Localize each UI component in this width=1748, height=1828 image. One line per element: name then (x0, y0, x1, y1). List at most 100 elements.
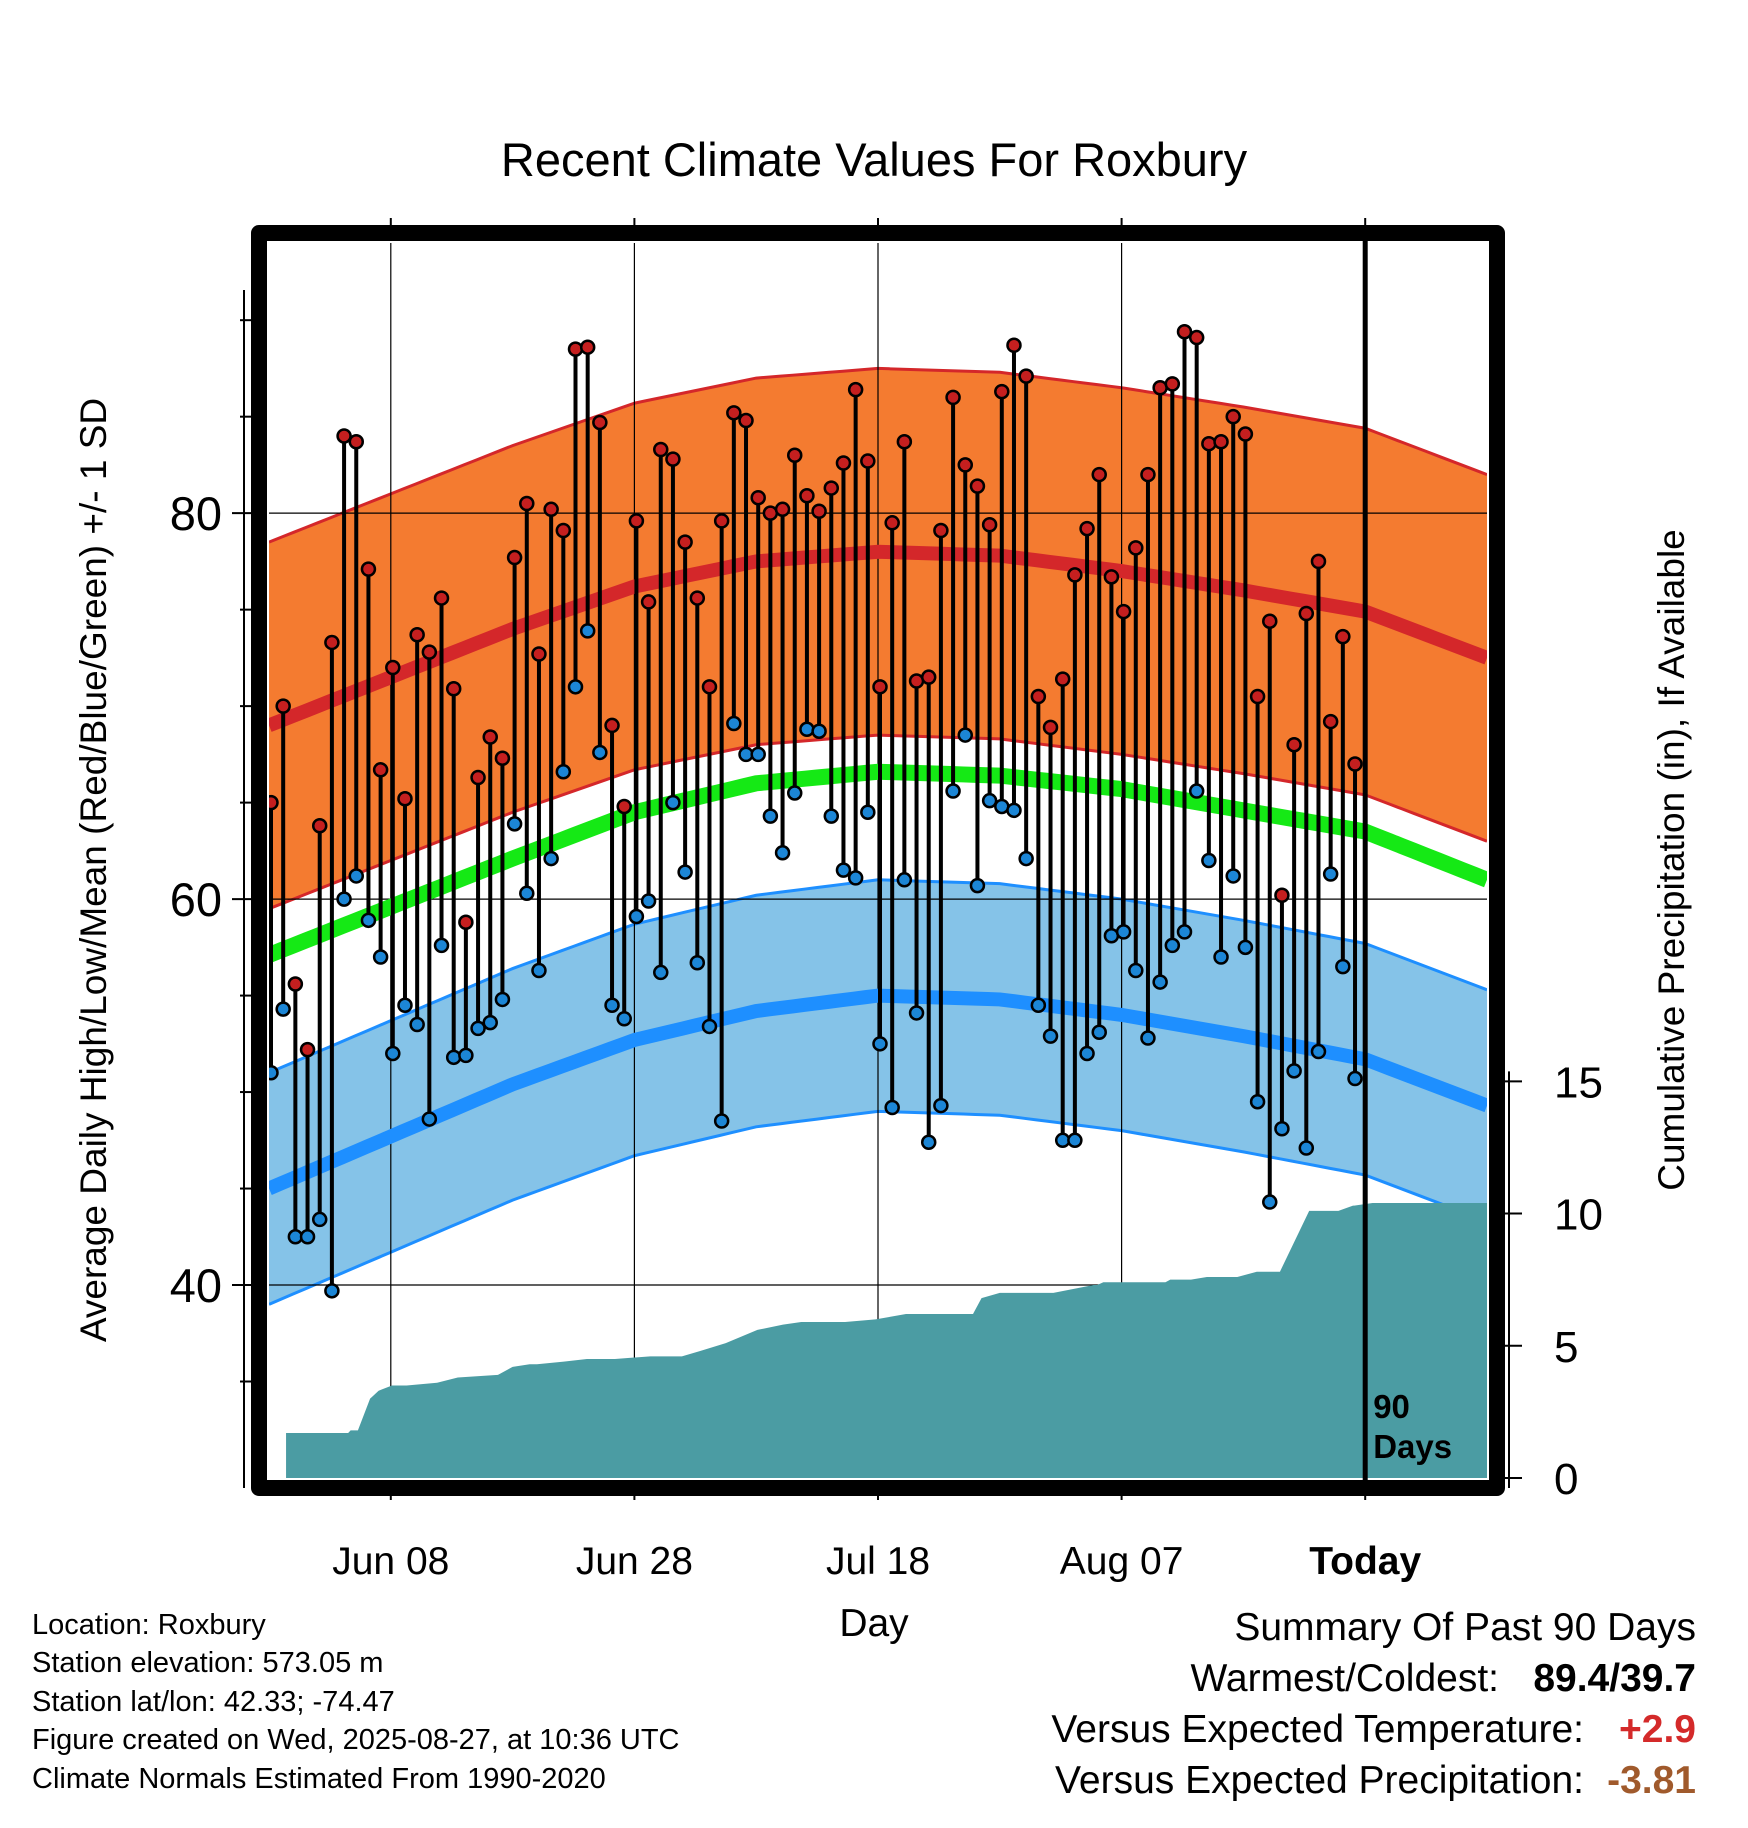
high-point (701, 679, 718, 695)
low-point (1128, 962, 1144, 979)
high-point (1249, 688, 1266, 705)
temp-value: +2.9 (1619, 1708, 1696, 1751)
x-tick-label: Jun 08 (332, 1540, 449, 1583)
high-point (604, 717, 620, 734)
low-point (494, 991, 511, 1008)
low-point (1091, 1024, 1107, 1040)
high-point (1164, 376, 1181, 392)
low-point (1274, 1120, 1290, 1137)
high-point (1030, 688, 1047, 705)
high-point (336, 428, 352, 444)
warm-cold-row: Warmest/Coldest: 89.4/39.7 (1051, 1653, 1696, 1704)
high-point (786, 447, 803, 464)
y-tick-label: 80 (170, 487, 222, 540)
y-tick-label: 40 (170, 1259, 222, 1312)
high-point (945, 389, 961, 406)
high-point (738, 412, 754, 429)
low-point (726, 715, 742, 732)
x-tick-label: Today (1309, 1540, 1421, 1583)
high-point (628, 513, 645, 529)
low-point (1213, 949, 1229, 965)
low-point (628, 908, 645, 925)
high-point (287, 976, 304, 992)
low-point (372, 949, 389, 965)
low-point (713, 1113, 730, 1129)
low-point (1079, 1045, 1095, 1062)
high-point (1237, 426, 1254, 442)
high-point (494, 750, 511, 766)
high-point (1054, 671, 1071, 687)
low-point (957, 727, 974, 743)
low-point (433, 937, 450, 954)
elevation-text: Station elevation: 573.05 m (32, 1647, 384, 1680)
high-point (799, 488, 815, 504)
low-point (811, 723, 827, 739)
low-point (933, 1097, 949, 1114)
high-point (1310, 553, 1327, 570)
low-point (604, 997, 620, 1013)
high-point (592, 414, 608, 431)
low-point (543, 850, 559, 867)
high-point (445, 681, 462, 697)
high-point (640, 594, 657, 610)
low-point (969, 877, 986, 894)
low-point (847, 870, 864, 886)
created-text: Figure created on Wed, 2025-08-27, at 10… (32, 1724, 680, 1757)
warm-cold-value: 89.4/39.7 (1533, 1657, 1696, 1700)
x-tick-label: Jun 28 (576, 1540, 693, 1583)
high-point (1188, 329, 1205, 346)
high-point (933, 522, 949, 539)
axes: 40 60 80 0 5 10 15 Jun 08 Jun 28 Jul 18 Aug 07 Toda… (170, 218, 1603, 1583)
high-point (269, 794, 279, 811)
x-tick-label: Jul 18 (826, 1540, 930, 1583)
low-point (397, 997, 413, 1013)
y2-tick-label: 15 (1554, 1058, 1603, 1107)
high-point (1322, 713, 1339, 730)
low-point (1262, 1194, 1278, 1210)
low-point (945, 783, 961, 799)
high-point (969, 478, 986, 494)
low-point (1249, 1093, 1266, 1110)
y-axis-label: Average Daily High/Low/Mean (Red/Blue/Gr… (73, 398, 114, 1342)
high-point (677, 534, 693, 550)
low-point (1225, 868, 1241, 884)
low-point (1018, 850, 1034, 867)
high-point (653, 441, 669, 458)
high-point (811, 503, 827, 519)
high-point (847, 381, 864, 398)
low-point (823, 808, 840, 824)
low-point (981, 792, 998, 809)
high-point (872, 679, 888, 695)
precip-value: -3.81 (1607, 1759, 1696, 1802)
high-point (385, 659, 401, 676)
temp-label: Versus Expected Temperature: (1051, 1708, 1584, 1751)
high-point (1176, 324, 1193, 340)
high-point (372, 762, 389, 778)
high-point (665, 451, 681, 467)
high-point (896, 434, 913, 450)
high-point (1115, 603, 1132, 620)
high-point (957, 457, 974, 473)
high-point (433, 590, 450, 606)
high-point (994, 383, 1010, 400)
high-point (311, 818, 328, 834)
x-tick-label: Aug 07 (1060, 1540, 1184, 1583)
low-point (567, 679, 584, 695)
high-point (409, 626, 425, 643)
low-point (1188, 783, 1205, 799)
low-point (786, 785, 803, 801)
low-point (299, 1229, 316, 1245)
low-point (1164, 937, 1181, 954)
high-point (1018, 368, 1034, 384)
high-point (482, 729, 498, 745)
daily-range-stems (269, 331, 1358, 1291)
high-point (506, 549, 523, 566)
high-point (579, 339, 596, 355)
low-point (275, 1001, 291, 1017)
low-point (1115, 924, 1132, 940)
high-point (860, 453, 876, 469)
low-point (884, 1099, 900, 1116)
low-point (482, 1014, 498, 1031)
low-point (409, 1016, 425, 1033)
high-point (397, 791, 413, 807)
